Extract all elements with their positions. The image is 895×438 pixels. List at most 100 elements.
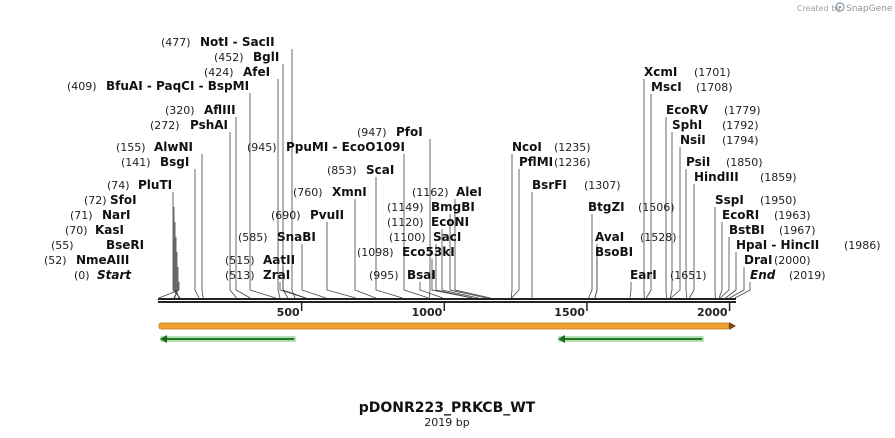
site-position: (320) bbox=[165, 104, 195, 117]
enzyme-name: MscI bbox=[651, 80, 682, 94]
enzyme-name: SphI bbox=[672, 118, 702, 132]
cut-site-line bbox=[629, 282, 632, 299]
plasmid-title: pDONR223_PRKCB_WT bbox=[359, 400, 536, 416]
cut-site-line bbox=[645, 94, 652, 299]
cut-site-line bbox=[441, 229, 479, 299]
site-position: (52) bbox=[44, 254, 67, 267]
site-position: (1701) bbox=[694, 66, 731, 79]
enzyme-name: ZraI bbox=[263, 268, 290, 282]
enzyme-name: AleI bbox=[456, 185, 482, 199]
enzyme-name: BtgZI bbox=[588, 200, 625, 214]
site-position: (70) bbox=[65, 224, 88, 237]
site-position: (1100) bbox=[389, 231, 426, 244]
cut-site-line bbox=[454, 199, 491, 299]
axis-tick-label: 1500 bbox=[554, 306, 585, 319]
cut-site-line bbox=[594, 259, 598, 299]
cut-site-line bbox=[174, 252, 178, 299]
enzyme-labels: (0) Start (52) NmeAIII(55) BseRI (70) KasI(71)… bbox=[44, 35, 881, 282]
site-position: (995) bbox=[369, 269, 399, 282]
cut-site-line bbox=[375, 177, 403, 299]
credit-brand: SnapGene bbox=[846, 4, 893, 14]
cut-site-line bbox=[588, 214, 593, 299]
enzyme-name: NcoI bbox=[512, 140, 542, 154]
site-position: (2019) bbox=[789, 269, 826, 282]
site-position: (760) bbox=[293, 186, 323, 199]
cut-site-line bbox=[158, 282, 180, 299]
enzyme-name: PpuMI - EcoO109I bbox=[286, 140, 405, 154]
enzyme-name: AflIII bbox=[204, 103, 236, 117]
cut-site-line bbox=[277, 79, 281, 299]
enzyme-name: HpaI - HincII bbox=[736, 238, 819, 252]
enzyme-name: PflMI bbox=[519, 155, 553, 169]
cut-site-line bbox=[172, 192, 181, 299]
cut-site-line bbox=[301, 244, 327, 299]
site-position: (1794) bbox=[722, 134, 759, 147]
cut-site-line bbox=[449, 214, 487, 299]
site-position: (947) bbox=[357, 126, 387, 139]
credit-text: Created by bbox=[797, 4, 841, 13]
cut-site-line bbox=[435, 244, 473, 299]
site-position: (452) bbox=[214, 51, 244, 64]
enzyme-name: BmgBI bbox=[431, 200, 475, 214]
enzyme-name: SfoI bbox=[110, 193, 137, 207]
enzyme-name: XmnI bbox=[332, 185, 367, 199]
cut-site-line bbox=[291, 49, 296, 299]
enzyme-name: NmeAIII bbox=[76, 253, 129, 267]
site-position: (1963) bbox=[774, 209, 811, 222]
enzyme-name: EcoNI bbox=[431, 215, 469, 229]
axis-tick-label: 500 bbox=[277, 306, 300, 319]
enzyme-name: BsrFI bbox=[532, 178, 567, 192]
site-position: (55) bbox=[51, 239, 74, 252]
cut-site-line bbox=[419, 282, 444, 299]
enzyme-name: BglI bbox=[253, 50, 279, 64]
site-position: (1235) bbox=[554, 141, 591, 154]
site-position: (0) bbox=[74, 269, 90, 282]
cut-site-line bbox=[665, 117, 667, 299]
enzyme-name: HindIII bbox=[694, 170, 739, 184]
site-position: (1149) bbox=[387, 201, 424, 214]
site-position: (853) bbox=[327, 164, 357, 177]
enzyme-name: ScaI bbox=[366, 163, 394, 177]
cut-site-line bbox=[279, 282, 306, 299]
enzyme-name: BstBI bbox=[729, 223, 765, 237]
enzyme-name: AatII bbox=[263, 253, 295, 267]
cut-site-line bbox=[194, 169, 200, 299]
cut-site-line bbox=[670, 147, 681, 299]
enzyme-name: EarI bbox=[630, 268, 657, 282]
cut-site-line bbox=[689, 184, 695, 299]
enzyme-name: NsiI bbox=[680, 133, 706, 147]
enzyme-name: BsgI bbox=[160, 155, 189, 169]
feature-orange-bar bbox=[158, 322, 736, 330]
site-position: (1859) bbox=[760, 171, 797, 184]
site-position: (72) bbox=[84, 194, 107, 207]
enzyme-name: Start bbox=[97, 268, 132, 282]
axis-tick-label: 2000 bbox=[697, 306, 728, 319]
axis-ticks: 500 1000 1500 2000 bbox=[277, 303, 731, 319]
cut-site-line bbox=[249, 93, 276, 299]
site-position: (945) bbox=[247, 141, 277, 154]
site-position: (71) bbox=[70, 209, 93, 222]
enzyme-name: PshAI bbox=[190, 118, 228, 132]
cut-site-line bbox=[669, 132, 673, 299]
feature-green-arrow-2 bbox=[558, 335, 704, 343]
site-position: (1779) bbox=[724, 104, 761, 117]
site-position: (1162) bbox=[412, 186, 449, 199]
cut-site-line bbox=[685, 169, 688, 299]
enzyme-name: Eco53kI bbox=[402, 245, 455, 259]
enzyme-name: BseRI bbox=[106, 238, 144, 252]
enzyme-name: SspI bbox=[715, 193, 744, 207]
enzyme-name: AfeI bbox=[243, 65, 270, 79]
site-position: (1651) bbox=[670, 269, 707, 282]
cut-site-line bbox=[510, 154, 513, 299]
enzyme-name: SacI bbox=[433, 230, 461, 244]
enzyme-name: PfoI bbox=[396, 125, 423, 139]
enzyme-name: PsiI bbox=[686, 155, 710, 169]
snapgene-logo-icon bbox=[835, 2, 845, 12]
enzyme-name: PluTI bbox=[138, 178, 172, 192]
site-position: (1986) bbox=[844, 239, 881, 252]
site-position: (272) bbox=[150, 119, 180, 132]
site-position: (155) bbox=[116, 141, 146, 154]
site-position: (477) bbox=[161, 36, 191, 49]
enzyme-name: EcoRV bbox=[666, 103, 709, 117]
enzyme-name: AvaI bbox=[595, 230, 624, 244]
